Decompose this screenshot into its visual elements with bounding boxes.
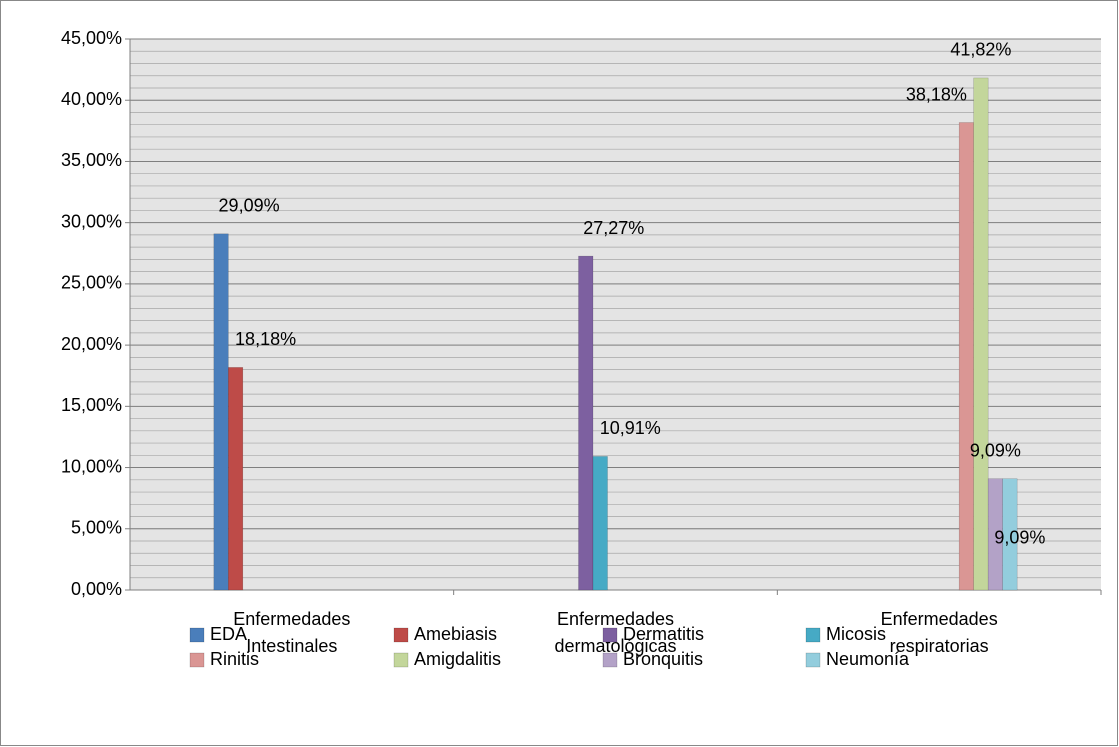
bar: [1002, 478, 1018, 591]
legend-label: Micosis: [826, 624, 886, 644]
y-tick-label: 40,00%: [61, 89, 122, 109]
data-label: 18,18%: [235, 329, 296, 349]
x-tick-label: Enfermedades dermatológicas: [554, 609, 676, 656]
data-label: 41,82%: [950, 40, 1011, 60]
y-tick-label: 15,00%: [61, 395, 122, 415]
legend-swatch: [393, 652, 409, 668]
plot-area: [130, 39, 1101, 590]
legend-label: Amigdalitis: [414, 649, 501, 669]
data-label: 38,18%: [906, 84, 967, 104]
data-label: 9,09%: [994, 527, 1045, 547]
legend-swatch: [189, 627, 205, 643]
y-tick-label: 10,00%: [61, 456, 122, 476]
bar: [958, 122, 974, 591]
legend-swatch: [805, 652, 821, 668]
y-tick-label: 20,00%: [61, 334, 122, 354]
legend-swatch: [805, 627, 821, 643]
y-tick-label: 25,00%: [61, 273, 122, 293]
y-tick-label: 35,00%: [61, 150, 122, 170]
bar: [578, 255, 594, 591]
data-label: 10,91%: [600, 418, 661, 438]
legend-label: Neumonía: [826, 649, 910, 669]
bar: [228, 367, 244, 591]
bar: [592, 456, 608, 591]
y-tick-label: 30,00%: [61, 211, 122, 231]
legend-swatch: [393, 627, 409, 643]
legend-label: Amebiasis: [414, 624, 497, 644]
x-tick-label: Enfermedades Intestinales: [233, 609, 350, 656]
legend-label: Bronquitis: [623, 649, 703, 669]
y-tick-label: 0,00%: [71, 579, 122, 599]
y-tick-label: 5,00%: [71, 518, 122, 538]
legend-label: Dermatitis: [623, 624, 704, 644]
bar: [973, 77, 989, 591]
data-label: 29,09%: [219, 196, 280, 216]
x-tick-label: Enfermedades respiratorias: [881, 609, 998, 656]
data-label: 9,09%: [970, 440, 1021, 460]
data-label: 27,27%: [583, 218, 644, 238]
legend-swatch: [602, 652, 618, 668]
legend-label: EDA: [210, 624, 247, 644]
legend-swatch: [189, 652, 205, 668]
y-tick-label: 45,00%: [61, 28, 122, 48]
bar: [213, 233, 229, 591]
legend-swatch: [602, 627, 618, 643]
legend-label: Rinitis: [210, 649, 259, 669]
